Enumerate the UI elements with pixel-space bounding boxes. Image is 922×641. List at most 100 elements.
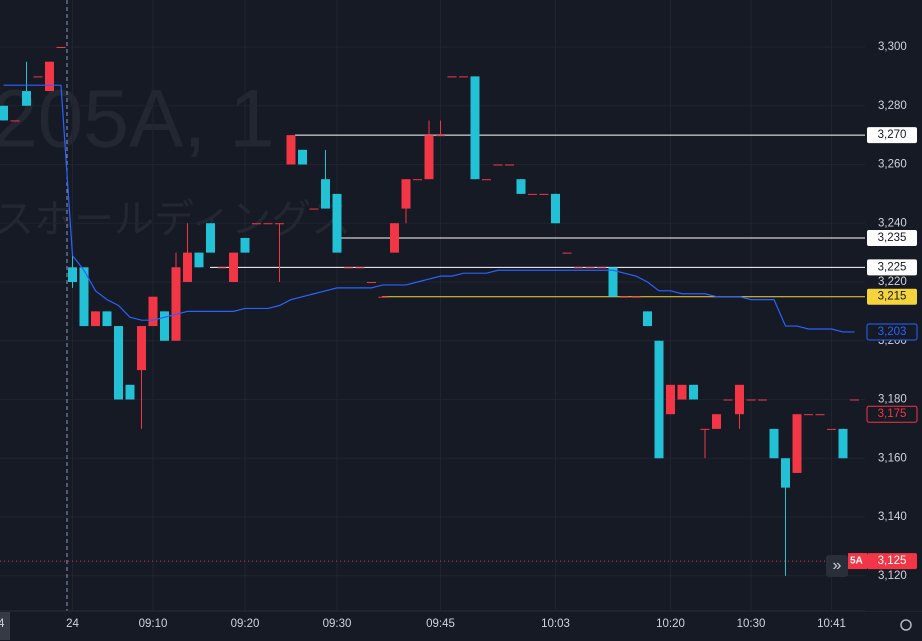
- edge-time-label: 4: [0, 618, 5, 630]
- candle-body: [206, 223, 215, 253]
- candle-body: [286, 135, 296, 165]
- candle-body: [643, 311, 652, 327]
- candle-body: [516, 179, 526, 194]
- scroll-icon[interactable]: »: [833, 557, 842, 574]
- x-tick-label: 24: [66, 618, 79, 630]
- last-price-label-box: [867, 553, 917, 570]
- candle-body: [850, 399, 859, 401]
- candle-body: [148, 296, 158, 327]
- candle-body: [137, 326, 146, 371]
- candle-body: [585, 267, 595, 269]
- candle-body: [689, 384, 698, 400]
- labels: 3,1203,1403,1603,1803,2003,2203,2403,260…: [66, 41, 918, 630]
- candle-body: [160, 311, 169, 341]
- candle-body: [781, 458, 790, 488]
- symbol-label: 5A: [850, 556, 863, 567]
- candle-body: [33, 76, 43, 78]
- vwap-label: 3,203: [878, 326, 907, 338]
- scroll-button[interactable]: [826, 555, 848, 577]
- y-tick-label: 3,120: [878, 570, 907, 582]
- candle-body: [102, 311, 112, 327]
- candle-body: [505, 164, 514, 166]
- candle-body: [597, 267, 606, 269]
- candle-body: [735, 384, 744, 415]
- candle-body: [769, 428, 779, 459]
- candle-body: [263, 223, 273, 225]
- candle-body: [436, 135, 445, 137]
- candle-body: [183, 252, 192, 282]
- y-tick-label: 3,260: [878, 159, 907, 171]
- x-tick-label: 09:45: [426, 618, 455, 630]
- grid: [0, 0, 865, 611]
- candle-body: [482, 179, 491, 181]
- candle-body: [470, 76, 480, 180]
- candle-body: [390, 223, 399, 253]
- candle-body: [378, 296, 388, 298]
- candle-body: [712, 414, 721, 429]
- symbol-box: [848, 553, 867, 570]
- marker-price-label-box: [866, 405, 918, 423]
- price-line-label-box: [867, 229, 917, 246]
- candle-body: [677, 384, 687, 400]
- x-tick-label: 10:03: [541, 618, 570, 630]
- price-axis: [865, 0, 922, 611]
- x-tick-label: 10:30: [737, 618, 766, 630]
- candle-body: [654, 340, 664, 459]
- price-line-label: 3,225: [878, 261, 907, 273]
- candle-body: [125, 384, 135, 400]
- price-line-label: 3,235: [878, 232, 907, 244]
- candle-body: [792, 414, 802, 473]
- price-line-label-box: [867, 288, 917, 305]
- price-line-label-box: [867, 127, 917, 144]
- candle-body: [424, 135, 434, 180]
- x-tick-label: 09:30: [323, 618, 352, 630]
- candle-body: [217, 267, 227, 269]
- watermark-company: スホールディングス: [0, 198, 351, 242]
- candle-body: [827, 428, 836, 430]
- candle-body: [171, 267, 181, 341]
- candle-body: [229, 252, 238, 282]
- y-tick-label: 3,220: [878, 276, 907, 288]
- y-tick-label: 3,280: [878, 100, 907, 112]
- candle-body: [344, 267, 353, 269]
- candle-body: [700, 428, 710, 430]
- candle-body: [114, 326, 123, 400]
- candle-body: [459, 76, 468, 78]
- candle-body: [194, 252, 204, 268]
- x-tick-label: 10:20: [656, 618, 685, 630]
- candle-body: [493, 164, 503, 166]
- candle-body: [574, 267, 583, 269]
- x-tick-label: 09:10: [139, 618, 168, 630]
- candle-body: [620, 296, 629, 298]
- price-line-label: 3,215: [878, 291, 907, 303]
- candle-body: [79, 267, 89, 327]
- plot: [0, 47, 865, 576]
- vwap-label-box: [866, 323, 918, 341]
- candle-body: [321, 179, 330, 209]
- y-tick-label: 3,240: [878, 217, 907, 229]
- edge-time-box: [0, 612, 10, 640]
- candle-body: [447, 76, 457, 78]
- candle-body: [838, 428, 848, 459]
- candle-body: [758, 399, 767, 401]
- marker-price-label: 3,175: [878, 408, 907, 420]
- candle-body: [815, 414, 825, 416]
- time-axis: [0, 611, 922, 641]
- watermark-symbol: 205A, 1: [0, 74, 275, 165]
- vwap-line: [3, 84, 855, 333]
- candle-body: [539, 193, 549, 195]
- candle-body: [367, 282, 376, 283]
- candle-body: [309, 208, 319, 210]
- candle-body: [528, 193, 537, 195]
- candle-body: [355, 267, 365, 269]
- candle-body: [723, 399, 733, 401]
- candle-body: [0, 105, 8, 121]
- candle-body: [666, 384, 675, 415]
- settings-icon[interactable]: [900, 619, 912, 631]
- candle-body: [91, 311, 100, 327]
- price-line-label-box: [867, 259, 917, 276]
- last-price-label: 3,125: [878, 555, 907, 567]
- candle-body: [401, 179, 411, 209]
- price-line-label: 3,270: [878, 129, 907, 141]
